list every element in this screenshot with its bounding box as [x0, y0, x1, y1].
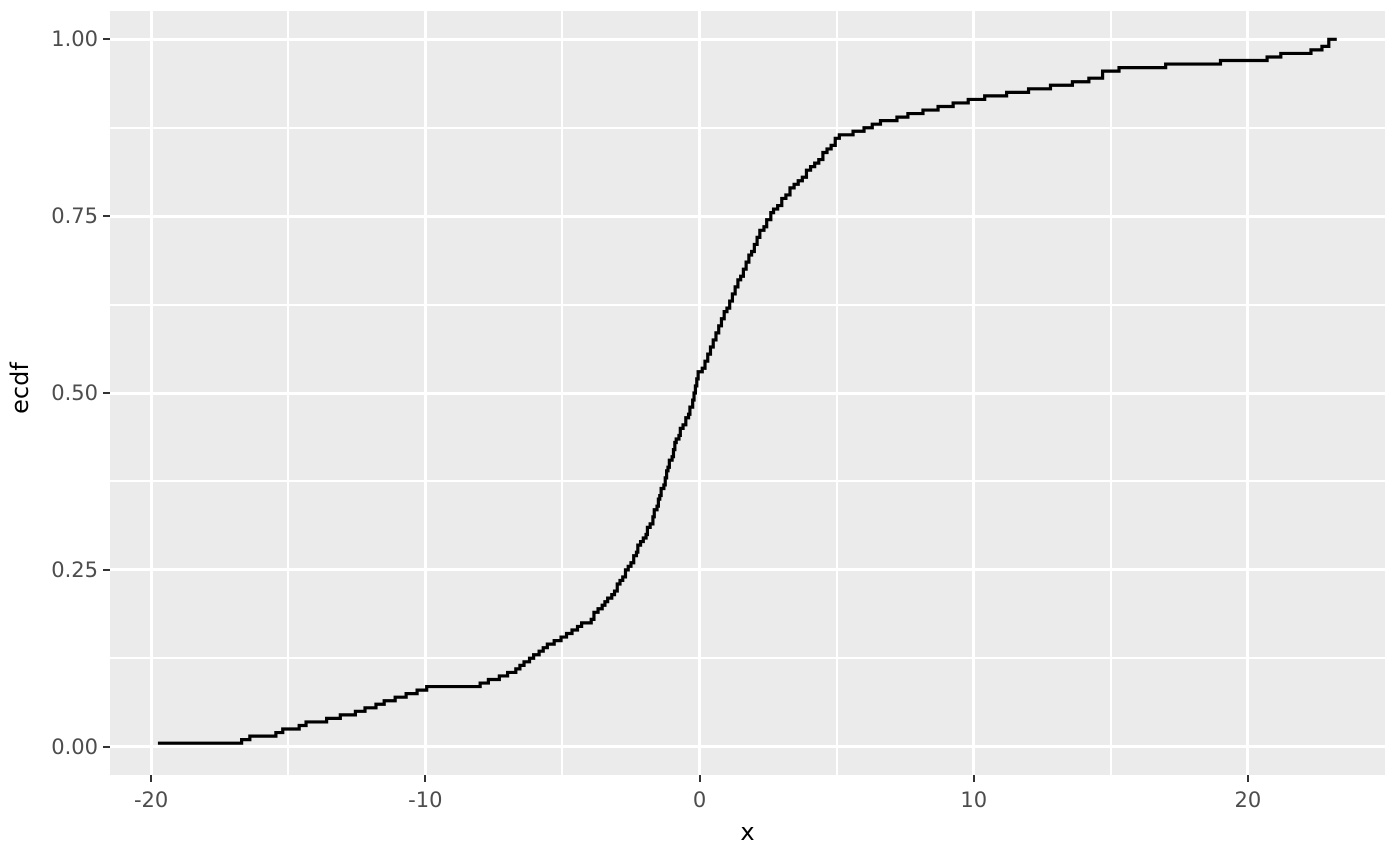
- x-axis-title: x: [110, 818, 1385, 846]
- plot-panel: [110, 11, 1385, 775]
- gridline-major-horizontal: [110, 745, 1385, 749]
- y-axis-tick-mark: [103, 38, 110, 41]
- gridline-minor-horizontal: [110, 657, 1385, 660]
- y-axis-tick-mark: [103, 215, 110, 218]
- x-axis-tick-label: 20: [1234, 788, 1262, 812]
- x-axis-tick-mark: [150, 775, 153, 782]
- x-axis-tick-mark: [698, 775, 701, 782]
- y-axis-title-text: ecdf: [6, 361, 34, 414]
- gridline-minor-horizontal: [110, 303, 1385, 306]
- y-axis-tick-label: 0.75: [51, 204, 98, 229]
- y-axis-tick-label: 0.00: [51, 734, 98, 759]
- ecdf-step-path: [157, 37, 1337, 745]
- y-axis-tick-mark: [103, 568, 110, 571]
- y-axis-tick-label: 0.50: [51, 381, 98, 405]
- x-axis-tick-mark: [424, 775, 427, 782]
- x-axis-tick-label: -10: [408, 788, 443, 812]
- gridline-minor-horizontal: [110, 480, 1385, 483]
- y-axis-tick-label: 0.25: [51, 557, 98, 582]
- gridline-major-horizontal: [110, 37, 1385, 41]
- y-axis-tick-mark: [103, 392, 110, 394]
- ecdf-step-line: [157, 37, 1337, 745]
- x-axis-tick-label: 10: [960, 788, 988, 812]
- x-axis-tick-label: -20: [133, 788, 169, 812]
- gridline-minor-horizontal: [110, 126, 1385, 129]
- x-axis-tick-label: 0: [692, 788, 707, 812]
- y-axis-title: ecdf: [0, 0, 40, 775]
- gridline-major-horizontal: [110, 391, 1385, 395]
- gridline-major-horizontal: [110, 214, 1385, 218]
- x-axis-title-text: x: [740, 818, 755, 846]
- gridline-major-horizontal: [110, 568, 1385, 572]
- x-axis-tick-mark: [972, 775, 975, 782]
- y-axis-tick-label: 1.00: [51, 27, 98, 52]
- y-axis-tick-mark: [103, 745, 110, 748]
- x-axis-tick-mark: [1246, 775, 1249, 782]
